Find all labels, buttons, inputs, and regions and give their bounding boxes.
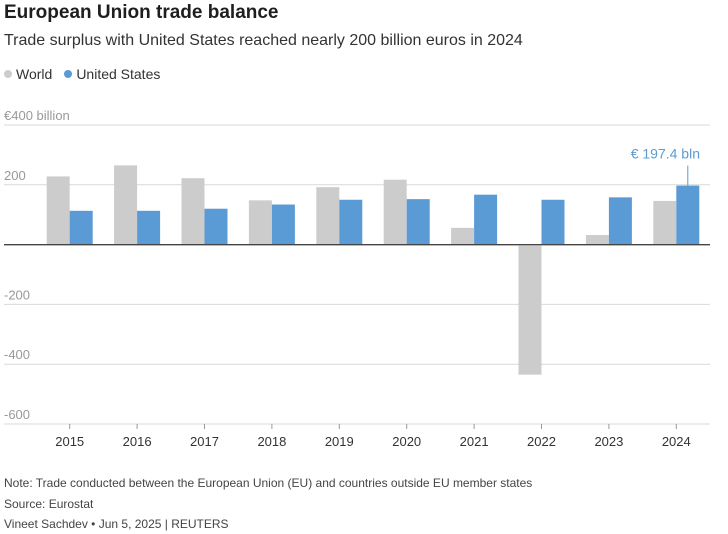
bar-united-states-2019 [339,199,363,245]
y-tick-label: -400 [4,347,30,362]
y-axis-labels: €400 billion 200 -200 -400 -600 [4,108,70,422]
x-tick-label: 2017 [190,434,219,449]
x-tick-label: 2020 [392,434,421,449]
bar-united-states-2022 [541,199,565,245]
footer-credit: Vineet Sachdev • Jun 5, 2025 | REUTERS [4,517,229,531]
bars [4,165,710,375]
x-tick-label: 2022 [527,434,556,449]
legend-swatch-world [4,70,12,78]
bar-world-2019 [316,187,340,245]
chart-title: European Union trade balance [4,2,279,23]
bar-chart: €400 billion 200 -200 -400 -600 2015 2016 2017… [4,108,710,449]
y-tick-label: €400 billion [4,108,70,123]
bar-world-2021 [451,227,475,245]
bar-world-2022 [518,244,542,375]
bar-world-2016 [114,165,138,245]
legend: World United States [4,66,172,82]
x-tick-label: 2023 [594,434,623,449]
bar-united-states-2024 [676,185,700,245]
bar-united-states-2020 [406,199,430,245]
bar-united-states-2021 [474,194,498,245]
bar-world-2015 [46,176,70,245]
x-tick-label: 2018 [257,434,286,449]
footer-note: Note: Trade conducted between the Europe… [4,476,533,490]
annotation-label: € 197.4 bln [631,146,700,162]
bar-united-states-2018 [271,204,295,245]
bar-united-states-2015 [69,210,93,245]
bar-united-states-2016 [137,210,161,245]
y-tick-label: -200 [4,287,30,302]
legend-label-world: World [16,66,53,82]
y-tick-label: -600 [4,407,30,422]
bar-united-states-2017 [204,208,228,245]
annotation: € 197.4 bln [631,146,700,186]
x-tick-label: 2016 [123,434,152,449]
x-tick-label: 2021 [460,434,489,449]
bar-world-2017 [181,178,205,245]
bar-world-2024 [653,200,677,245]
legend-label-united-states: United States [76,66,161,82]
x-axis-labels: 2015 2016 2017 2018 2019 2020 2021 2022 2023 2024 [55,424,691,449]
legend-swatch-united-states [64,70,73,78]
x-tick-label: 2024 [662,434,691,449]
footer-source: Source: Eurostat [4,497,94,511]
y-tick-label: 200 [4,168,26,183]
x-tick-label: 2019 [325,434,354,449]
legend-item-world: World [4,66,52,82]
bar-united-states-2023 [608,197,632,245]
bar-world-2018 [248,200,272,245]
bar-world-2023 [585,235,609,245]
legend-item-united-states: United States [64,66,160,82]
chart-subtitle: Trade surplus with United States reached… [4,32,523,49]
x-tick-label: 2015 [55,434,84,449]
bar-world-2020 [383,179,407,245]
grid-lines [4,124,710,425]
